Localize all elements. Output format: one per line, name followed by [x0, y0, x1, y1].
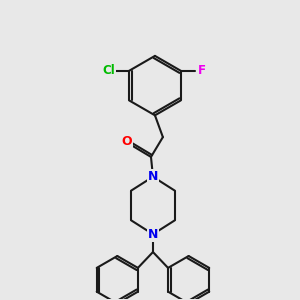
- Text: O: O: [121, 135, 131, 148]
- Text: Cl: Cl: [102, 64, 115, 77]
- Text: N: N: [148, 228, 158, 241]
- Text: N: N: [148, 170, 158, 183]
- Text: N: N: [148, 170, 158, 183]
- Text: F: F: [197, 64, 206, 77]
